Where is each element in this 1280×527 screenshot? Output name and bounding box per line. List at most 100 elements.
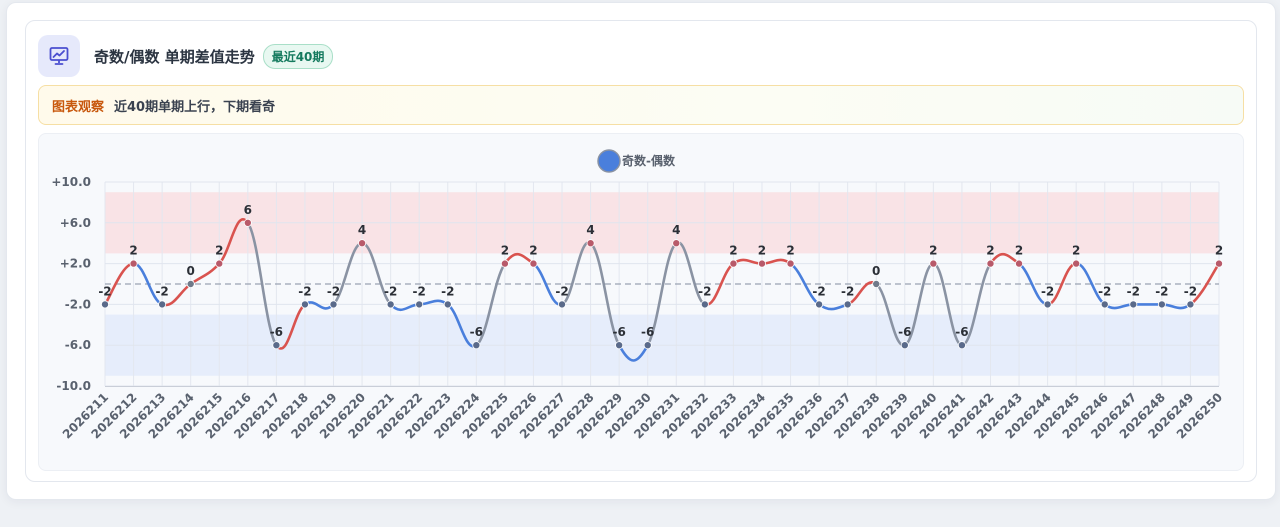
data-point xyxy=(215,259,224,268)
observation-bar: 图表观察 近40期单期上行，下期看奇 xyxy=(38,85,1244,125)
data-label: 0 xyxy=(187,264,195,278)
difference-line-chart: +10.0 +6.0 +2.0 -2.0 -6.0 -10.0 -2 2 -2 0 2 6 -6 -2 -2… xyxy=(51,149,1225,441)
data-label: 4 xyxy=(358,223,366,237)
data-point xyxy=(615,341,624,350)
data-label: -2 xyxy=(698,284,711,298)
series-segment xyxy=(617,343,650,362)
data-point xyxy=(101,300,110,309)
y-tick-label: +10.0 xyxy=(51,175,91,189)
data-label: 2 xyxy=(986,244,994,258)
data-label: 2 xyxy=(1072,244,1080,258)
legend-marker xyxy=(597,149,621,173)
series-segment xyxy=(817,303,849,311)
data-label: -2 xyxy=(812,284,825,298)
data-point xyxy=(558,300,567,309)
data-label: -2 xyxy=(1041,284,1054,298)
series-segment xyxy=(760,258,792,265)
data-label: -2 xyxy=(441,284,454,298)
data-point xyxy=(1100,300,1109,309)
data-label: -2 xyxy=(841,284,854,298)
data-point xyxy=(1186,300,1195,309)
data-point xyxy=(243,218,252,227)
series-segment xyxy=(932,262,964,347)
observation-label: 图表观察 xyxy=(52,99,105,115)
data-point xyxy=(700,300,709,309)
data-label: -2 xyxy=(327,284,340,298)
series-segment xyxy=(1160,303,1192,310)
period-badge: 最近40期 xyxy=(262,43,334,69)
series-segment xyxy=(732,258,764,265)
series-segment xyxy=(417,299,450,306)
data-point xyxy=(929,259,938,268)
series-segment xyxy=(217,218,250,265)
data-label: -2 xyxy=(1155,284,1168,298)
y-tick-label: +6.0 xyxy=(60,216,91,230)
data-label: -6 xyxy=(270,325,283,339)
data-point xyxy=(1015,259,1024,268)
y-tick-label: -2.0 xyxy=(65,297,91,311)
data-label: 4 xyxy=(586,223,594,237)
data-point xyxy=(529,259,538,268)
data-point xyxy=(843,300,852,309)
page-title: 奇数/偶数 单期差值走势 xyxy=(94,47,255,66)
data-point xyxy=(158,300,167,309)
data-label: -2 xyxy=(1127,284,1140,298)
series-segment xyxy=(903,262,935,347)
data-label: -2 xyxy=(1098,284,1111,298)
data-label: 4 xyxy=(672,223,680,237)
data-point xyxy=(472,341,481,350)
data-label: -2 xyxy=(98,284,111,298)
data-label: 2 xyxy=(215,244,223,258)
data-point xyxy=(957,341,966,350)
y-tick-label: -6.0 xyxy=(65,338,91,352)
trend-card: 奇数/偶数 单期差值走势 最近40期 图表观察 近40期单期上行，下期看奇 +1… xyxy=(25,20,1257,482)
series-segment xyxy=(589,241,621,347)
series-segment xyxy=(189,262,221,286)
data-point xyxy=(443,300,452,309)
data-point xyxy=(872,279,881,288)
data-point xyxy=(1129,300,1138,309)
data-label: 6 xyxy=(244,203,252,217)
data-point xyxy=(386,300,395,309)
data-point xyxy=(900,341,909,350)
chart-area: +10.0 +6.0 +2.0 -2.0 -6.0 -10.0 -2 2 -2 0 2 6 -6 -2 -2… xyxy=(38,133,1244,471)
page-panel: 奇数/偶数 单期差值走势 最近40期 图表观察 近40期单期上行，下期看奇 +1… xyxy=(6,2,1276,500)
series-segment xyxy=(246,221,278,347)
data-label: 2 xyxy=(1215,244,1223,258)
data-label: 2 xyxy=(729,244,737,258)
data-label: 0 xyxy=(872,264,880,278)
y-tick-label: -10.0 xyxy=(56,379,91,393)
data-point xyxy=(757,259,766,268)
data-point xyxy=(1157,300,1166,309)
data-point xyxy=(329,300,338,309)
data-point xyxy=(415,300,424,309)
series-segment xyxy=(1103,303,1135,310)
series-segment xyxy=(303,301,335,310)
observation-text: 近40期单期上行，下期看奇 xyxy=(114,99,276,115)
series-segment xyxy=(275,303,307,350)
series-segment xyxy=(646,241,678,347)
data-label: -6 xyxy=(470,325,483,339)
data-point xyxy=(500,259,509,268)
data-point xyxy=(272,341,281,350)
data-label: -2 xyxy=(384,284,397,298)
data-label: 2 xyxy=(1015,244,1023,258)
series-segment xyxy=(475,262,507,347)
data-point xyxy=(986,259,995,268)
data-point xyxy=(129,259,138,268)
data-point xyxy=(586,239,595,248)
card-header: 奇数/偶数 单期差值走势 最近40期 xyxy=(38,35,334,77)
series-segment xyxy=(389,303,421,312)
data-point xyxy=(786,259,795,268)
data-label: 2 xyxy=(529,244,537,258)
chart-trend-icon xyxy=(38,35,80,77)
data-point xyxy=(672,239,681,248)
data-point xyxy=(186,279,195,288)
data-point xyxy=(1043,300,1052,309)
data-label: -2 xyxy=(413,284,426,298)
data-point xyxy=(358,239,367,248)
data-label: 2 xyxy=(758,244,766,258)
data-label: 2 xyxy=(929,244,937,258)
data-label: 2 xyxy=(786,244,794,258)
data-label: -6 xyxy=(955,325,968,339)
